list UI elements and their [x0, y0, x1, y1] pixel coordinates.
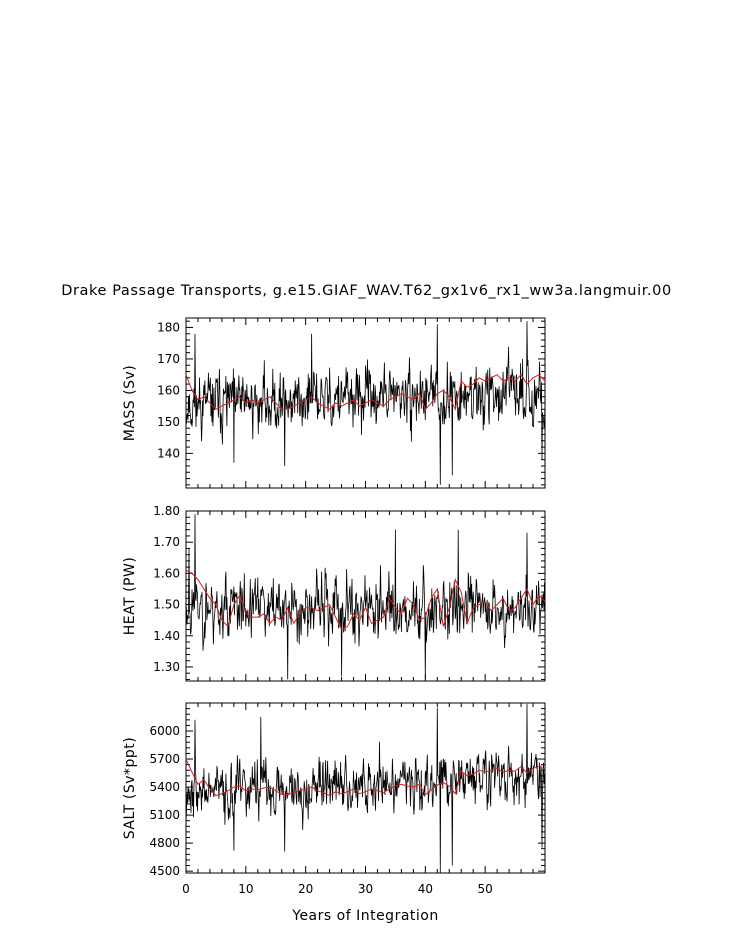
y-tick-label: 4800 [149, 836, 180, 850]
y-tick-label: 5400 [149, 780, 180, 794]
y-tick-label: 5700 [149, 752, 180, 766]
raw-series-line [185, 321, 546, 485]
y-tick-label: 6000 [149, 724, 180, 738]
y-axis-label: MASS (Sv) [122, 365, 138, 441]
x-axis-label: Years of Integration [291, 908, 438, 924]
mass-panel: 140 150 160 170 180 MASS (Sv) [122, 317, 546, 489]
y-tick-label: 4500 [149, 864, 180, 878]
chart-title: Drake Passage Transports, g.e15.GIAF_WAV… [61, 283, 672, 299]
heat-panel: 1.30 1.40 1.50 1.60 1.70 1.80 HEAT (PW) [122, 504, 546, 682]
raw-series-line [185, 703, 546, 874]
salt-panel: 0 10 20 30 40 50 4500 4800 5100 5400 5700 6000 SALT … [122, 702, 546, 924]
y-tick-label: 1.80 [153, 504, 180, 518]
y-tick-label: 150 [157, 415, 180, 429]
y-axis-label: SALT (Sv*ppt) [122, 737, 138, 839]
x-tick-label: 0 [182, 882, 190, 896]
y-tick-label: 1.70 [153, 535, 180, 549]
y-tick-label: 1.30 [153, 660, 180, 674]
y-tick-label: 1.40 [153, 629, 180, 643]
y-tick-label: 1.60 [153, 566, 180, 580]
y-tick-label: 5100 [149, 808, 180, 822]
y-axis-label: HEAT (PW) [122, 557, 138, 636]
y-tick-label: 170 [157, 352, 180, 366]
x-tick-label: 30 [358, 882, 373, 896]
y-tick-label: 160 [157, 383, 180, 397]
smoothed-series-line [185, 569, 546, 631]
x-tick-label: 50 [478, 882, 493, 896]
y-tick-label: 140 [157, 446, 180, 460]
y-tick-label: 1.50 [153, 598, 180, 612]
smoothed-series-line [185, 373, 546, 411]
x-tick-label: 40 [418, 882, 433, 896]
x-tick-label: 20 [298, 882, 313, 896]
y-tick-label: 180 [157, 320, 180, 334]
x-tick-label: 10 [238, 882, 253, 896]
smoothed-series-line [185, 758, 546, 797]
